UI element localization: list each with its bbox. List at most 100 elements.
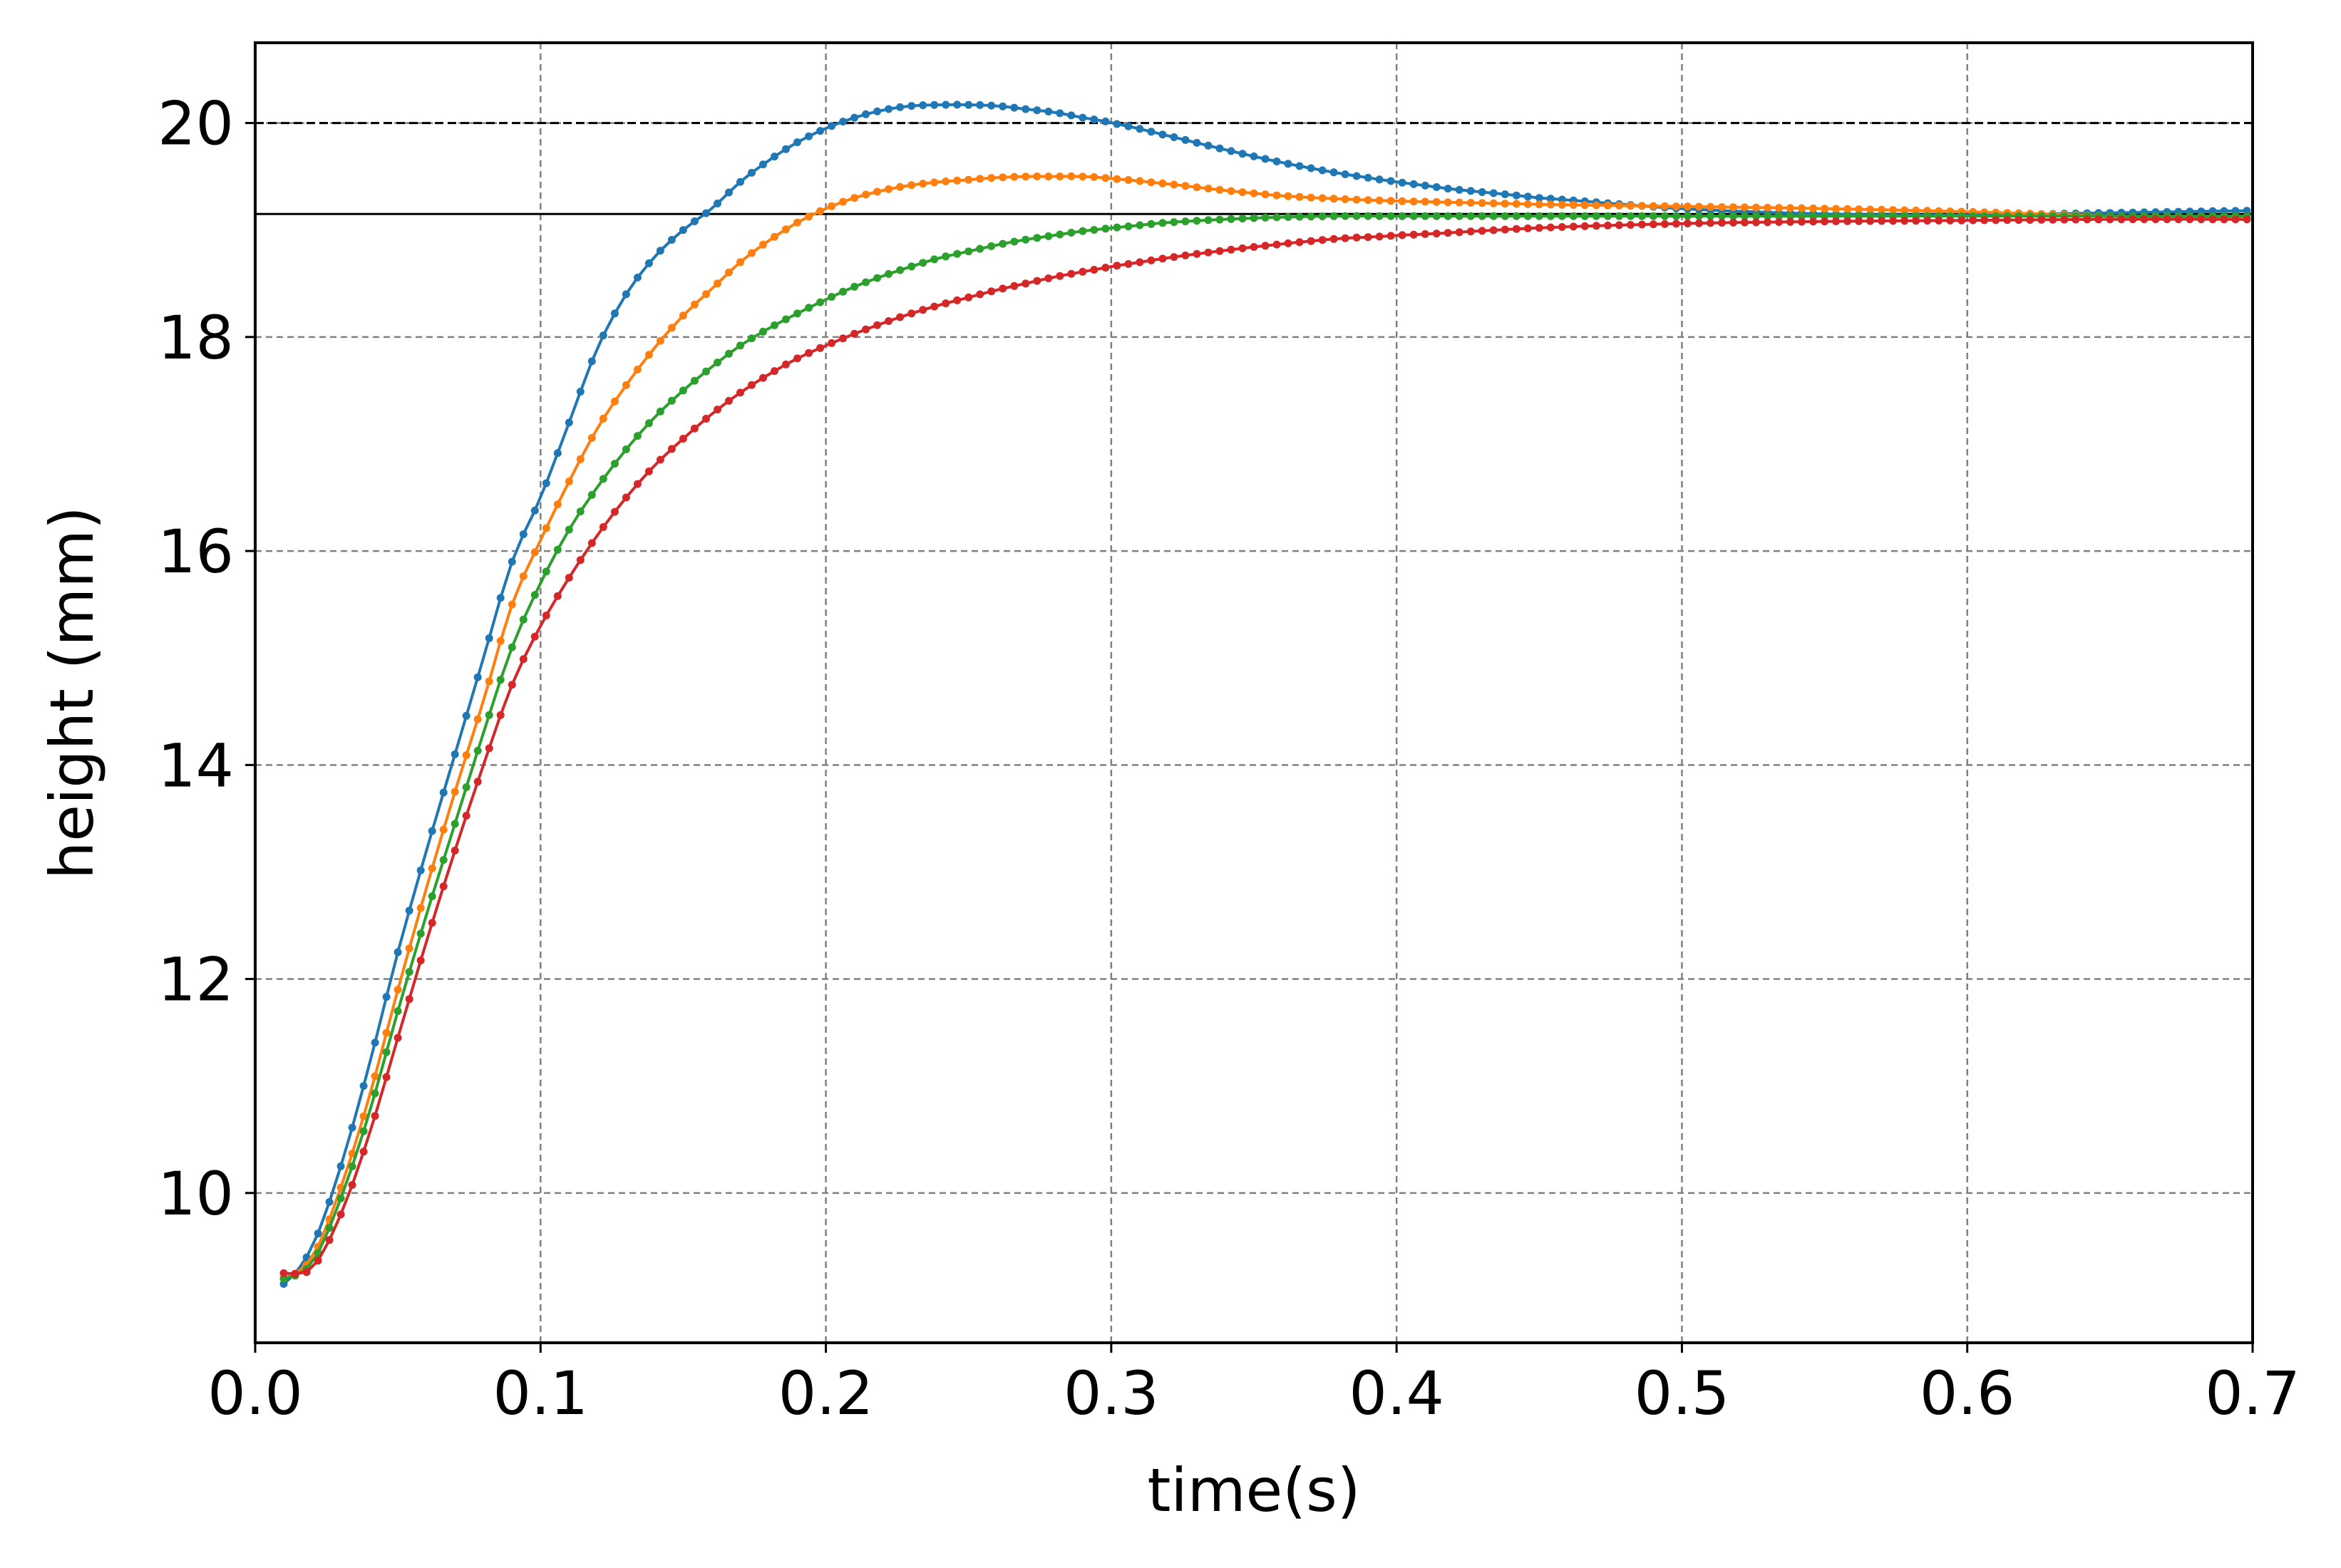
data-point <box>873 321 882 329</box>
data-point <box>1250 152 1258 160</box>
data-point <box>748 334 756 343</box>
data-point <box>1044 274 1053 282</box>
data-point <box>496 711 505 719</box>
data-point <box>1033 172 1041 180</box>
data-point <box>1683 220 1692 227</box>
data-point <box>1307 164 1315 172</box>
data-point <box>565 478 573 485</box>
data-point <box>1821 205 1829 213</box>
data-point <box>1626 221 1635 229</box>
data-point <box>508 681 516 689</box>
data-point <box>2151 215 2160 224</box>
data-point <box>1592 201 1600 210</box>
data-point <box>1546 212 1555 220</box>
data-point <box>416 866 425 875</box>
data-point <box>1158 130 1167 139</box>
data-point <box>1786 204 1794 212</box>
data-point <box>485 744 493 753</box>
data-point <box>953 176 962 185</box>
data-point <box>1775 212 1783 220</box>
data-point <box>736 341 744 350</box>
data-point <box>485 677 493 686</box>
data-point <box>759 240 767 249</box>
data-point <box>1718 203 1726 211</box>
data-point <box>2026 216 2034 224</box>
data-point <box>451 846 459 855</box>
data-point <box>885 185 893 193</box>
data-point <box>405 907 413 915</box>
data-point <box>1044 172 1053 181</box>
data-point <box>1272 213 1281 222</box>
data-point <box>1010 172 1019 181</box>
data-point <box>1284 239 1292 247</box>
data-point <box>530 548 539 557</box>
data-point <box>1660 212 1669 220</box>
data-point <box>1136 258 1144 267</box>
data-point <box>1432 212 1441 220</box>
data-point <box>1615 221 1623 229</box>
y-tick-label: 14 <box>158 731 234 800</box>
data-point <box>1329 195 1338 203</box>
data-point <box>1489 189 1498 197</box>
data-point <box>1352 233 1361 242</box>
data-point <box>1124 122 1133 130</box>
data-point <box>1764 212 1771 220</box>
data-point <box>2106 215 2114 224</box>
data-point <box>987 101 996 110</box>
data-point <box>1832 205 1841 213</box>
data-point <box>371 1089 379 1098</box>
data-point <box>1603 212 1612 220</box>
data-point <box>485 634 493 642</box>
data-point <box>1352 172 1361 180</box>
data-point <box>359 1147 368 1156</box>
y-axis: 10 12 14 16 18 20 <box>158 89 255 1229</box>
data-point <box>816 344 825 352</box>
data-point <box>1136 221 1144 229</box>
data-point <box>1227 187 1235 195</box>
data-point <box>2094 215 2103 224</box>
data-point <box>587 433 596 442</box>
data-point <box>1707 212 1714 220</box>
data-point <box>1649 202 1657 210</box>
y-tick-label: 16 <box>158 517 234 587</box>
data-point <box>1489 199 1498 207</box>
data-point <box>1843 205 1852 213</box>
data-point <box>1809 204 1818 212</box>
data-point <box>2060 215 2069 224</box>
data-point <box>1752 203 1760 212</box>
data-point <box>1056 172 1064 181</box>
data-point <box>2083 215 2092 224</box>
data-point <box>508 643 516 651</box>
data-point <box>1512 212 1521 220</box>
data-point <box>1113 175 1121 183</box>
data-point <box>576 507 585 516</box>
data-point <box>1147 178 1156 187</box>
data-point <box>885 105 893 113</box>
data-point <box>1512 200 1521 208</box>
data-point <box>1352 195 1361 204</box>
x-tick-label: 0.0 <box>207 1358 303 1428</box>
data-point <box>1375 175 1384 184</box>
data-point <box>1124 259 1133 268</box>
data-point <box>1364 233 1372 242</box>
data-point <box>1889 217 1898 225</box>
data-point <box>599 331 607 340</box>
data-point <box>1272 191 1281 200</box>
data-point <box>1238 188 1247 197</box>
data-point <box>1764 218 1771 227</box>
data-point <box>1101 117 1110 125</box>
data-point <box>1444 198 1452 207</box>
data-point <box>1466 187 1475 195</box>
data-point <box>428 892 436 900</box>
data-point <box>462 783 470 791</box>
data-point <box>1729 203 1737 212</box>
data-point <box>1056 230 1064 239</box>
data-point <box>1741 203 1749 212</box>
data-point <box>1775 218 1783 226</box>
data-point <box>1421 212 1429 220</box>
data-point <box>2003 216 2012 225</box>
data-point <box>1101 264 1110 272</box>
data-point <box>530 506 539 515</box>
data-point <box>919 101 927 110</box>
